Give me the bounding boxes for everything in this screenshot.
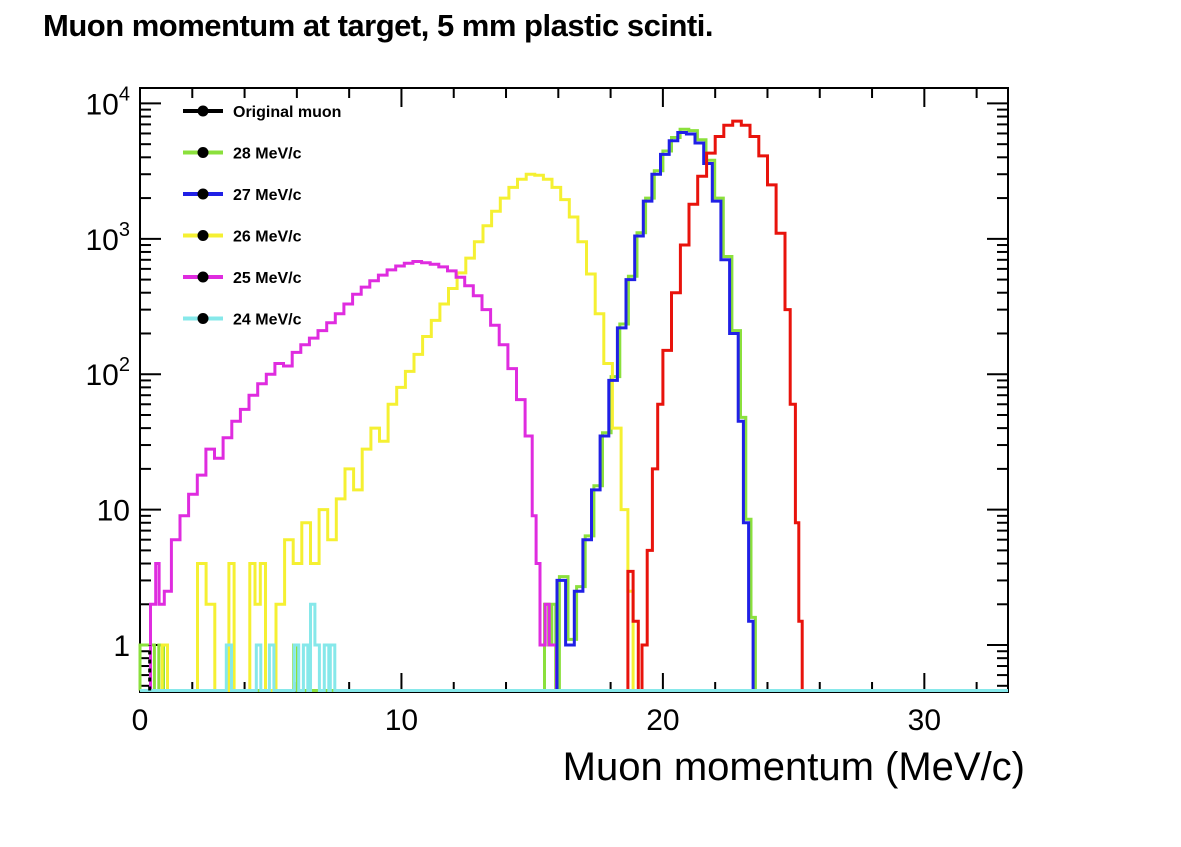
y-tick-base: 10 — [86, 88, 119, 121]
plot-title: Muon momentum at target, 5 mm plastic sc… — [43, 8, 713, 43]
y-tick-exponent: 3 — [119, 219, 130, 241]
x-tick-label: 30 — [908, 704, 941, 737]
x-tick-label: 0 — [132, 704, 149, 737]
legend-entry: Original muon — [183, 104, 341, 121]
legend-entry: 27 MeV/c — [183, 187, 302, 204]
y-tick-label: 1 — [113, 630, 130, 663]
y-tick-base: 10 — [86, 359, 119, 392]
histogram-p26 — [160, 172, 635, 692]
legend-entry: 26 MeV/c — [183, 229, 302, 246]
legend-entry: 25 MeV/c — [183, 270, 302, 287]
legend-marker — [197, 230, 209, 241]
legend-label: 28 MeV/c — [233, 146, 302, 163]
y-tick-label: 104 — [86, 83, 131, 121]
legend-marker — [197, 147, 209, 158]
histogram-p28 — [138, 127, 757, 692]
histogram-p24 — [140, 602, 1008, 692]
y-tick-base: 10 — [97, 495, 130, 528]
legend-marker — [197, 313, 209, 324]
histogram-original_muon_curve — [626, 119, 804, 692]
legend-label: 25 MeV/c — [233, 270, 302, 287]
y-tick-label: 102 — [86, 354, 131, 392]
histogram-p25 — [149, 260, 558, 691]
legend-marker — [197, 271, 209, 283]
legend-marker — [197, 105, 209, 117]
legend-label: 24 MeV/c — [233, 312, 302, 329]
legend-label: Original muon — [233, 104, 341, 121]
x-tick-label: 10 — [385, 704, 418, 737]
x-tick-label: 20 — [646, 704, 679, 737]
legend: Original muon 28 MeV/c 27 MeV/c 26 MeV/c 25 … — [183, 104, 341, 329]
y-tick-base: 1 — [113, 630, 130, 663]
legend-entry: 28 MeV/c — [183, 146, 302, 163]
y-tick-base: 10 — [86, 224, 119, 257]
y-tick-label: 10 — [97, 495, 130, 528]
y-tick-label: 103 — [86, 219, 131, 257]
legend-entry: 24 MeV/c — [183, 312, 302, 329]
y-tick-exponent: 4 — [119, 83, 130, 105]
x-axis-title: Muon momentum (MeV/c) — [563, 745, 1025, 789]
legend-marker — [197, 188, 209, 200]
legend-label: 27 MeV/c — [233, 187, 302, 204]
legend-label: 26 MeV/c — [233, 229, 302, 246]
histogram-p27 — [555, 131, 755, 691]
y-tick-exponent: 2 — [119, 354, 130, 376]
